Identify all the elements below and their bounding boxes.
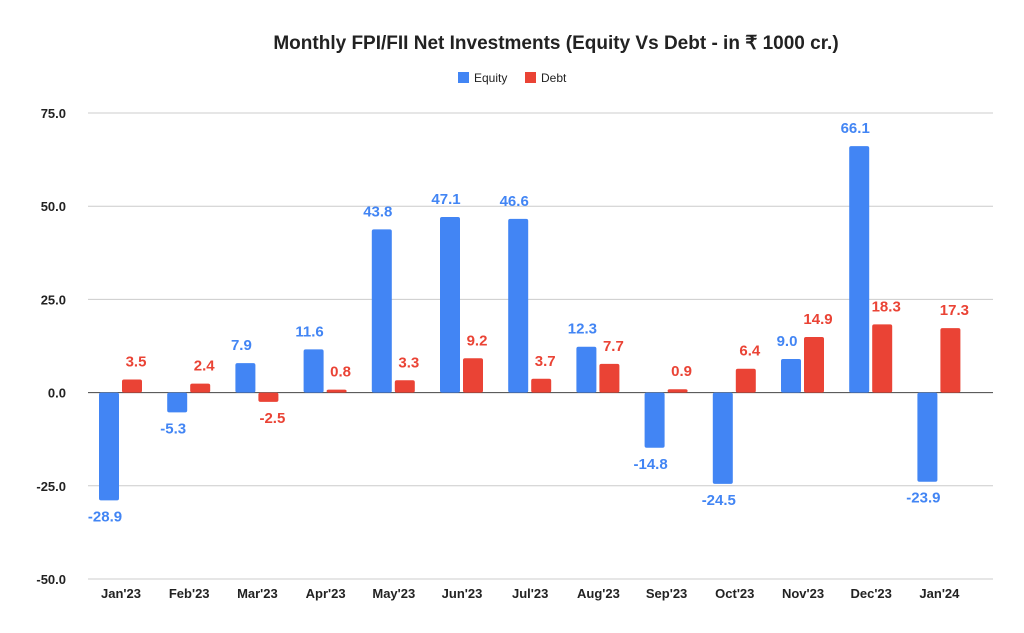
data-label-debt: 6.4 [739,343,761,360]
data-label-equity: 47.1 [431,191,460,208]
bar-debt [804,337,824,393]
legend-label-equity: Equity [474,71,507,85]
x-tick-label: Jun'23 [442,586,483,601]
data-label-debt: 0.9 [671,363,692,380]
bar-equity [235,363,256,393]
legend: Equity Debt [458,71,567,85]
data-label-debt: 14.9 [803,311,832,328]
bar-debt [735,368,756,393]
bar-debt [326,389,347,393]
data-label-equity: 46.6 [500,193,529,210]
y-tick-label: 25.0 [41,292,66,307]
bar-equity [712,392,733,484]
data-label-equity: 12.3 [568,321,597,338]
x-tick-label: Jan'23 [101,586,141,601]
data-label-debt: 3.7 [535,353,556,370]
bar-equity [576,346,597,393]
data-label-equity: -24.5 [702,492,736,509]
data-label-debt: 3.5 [126,354,147,371]
chart-title: Monthly FPI/FII Net Investments (Equity … [273,33,838,54]
data-label-equity: 43.8 [363,203,392,220]
x-tick-label: Jul'23 [512,586,548,601]
x-axis: Jan'23 Feb'23 Mar'23 Apr'23 May'23 Jun'23 Jul'… [101,586,960,601]
x-tick-label: May'23 [372,586,415,601]
data-label-equity: -28.9 [88,508,122,525]
bar-debt [190,383,211,393]
data-label-debt: 2.4 [194,358,216,375]
bar-debt [394,380,415,393]
bar-debt [940,328,961,393]
data-label-equity: -5.3 [160,420,186,437]
data-label-debt: 0.8 [330,364,351,381]
bar-debt [599,363,620,393]
data-label-equity: -14.8 [633,456,667,473]
x-tick-label: Mar'23 [237,586,278,601]
bar-debt [258,392,279,402]
bar-debt [463,358,483,393]
bar-equity [508,218,529,393]
y-tick-label: 0.0 [48,386,66,401]
data-label-debt: 18.3 [872,298,901,315]
bar-debt [531,378,552,393]
bar-equity [167,392,188,413]
x-tick-label: Dec'23 [850,586,891,601]
data-label-equity: 11.6 [295,323,323,340]
legend-swatch-debt [525,72,536,83]
data-labels: -28.9 3.5 -5.3 2.4 7.9 -2.5 11.6 0.8 43.8 3.3 47.1… [88,120,969,525]
bar-equity [303,349,324,393]
data-label-debt: 9.2 [467,332,488,349]
x-tick-label: Jan'24 [919,586,960,601]
data-label-debt: -2.5 [259,410,285,427]
data-label-equity: 7.9 [231,337,252,354]
y-tick-label: 75.0 [41,106,66,121]
legend-label-debt: Debt [541,71,567,85]
x-tick-label: Aug'23 [577,586,620,601]
data-label-equity: 66.1 [841,120,870,137]
bar-equity [371,229,392,393]
bar-equity [99,392,119,501]
data-label-equity: -23.9 [906,490,940,507]
data-label-debt: 17.3 [940,302,969,319]
x-tick-label: Sep'23 [646,586,687,601]
legend-swatch-equity [458,72,469,83]
data-label-debt: 3.3 [398,354,419,371]
bar-debt [122,379,142,393]
bar-debt [872,324,893,393]
x-tick-label: Nov'23 [782,586,824,601]
bar-equity [644,392,665,448]
bar-equity [849,146,870,393]
data-label-equity: 9.0 [777,333,798,350]
y-tick-label: 50.0 [41,199,66,214]
y-tick-label: -25.0 [36,479,66,494]
bar-equity [440,217,460,393]
x-tick-label: Feb'23 [169,586,210,601]
x-tick-label: Oct'23 [715,586,754,601]
y-tick-label: -50.0 [36,572,66,587]
x-tick-label: Apr'23 [306,586,346,601]
bar-debt [667,389,688,393]
data-label-debt: 7.7 [603,338,624,355]
bars [99,146,961,501]
bar-equity [781,359,801,393]
bar-equity [917,392,938,482]
